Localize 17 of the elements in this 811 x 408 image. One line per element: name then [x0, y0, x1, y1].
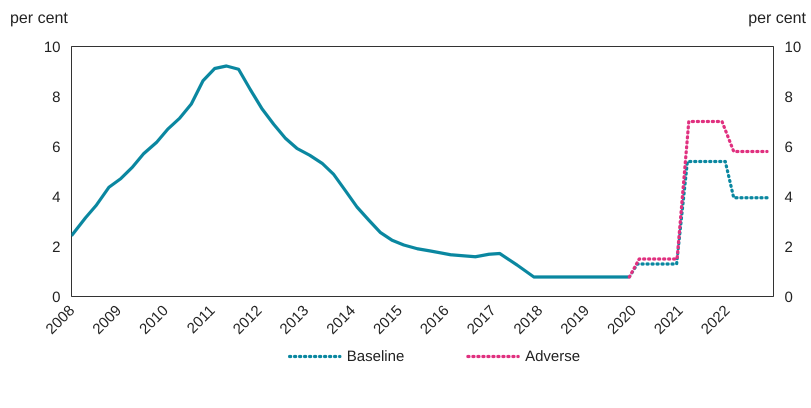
y2-tick-label: 4 — [784, 189, 793, 206]
y2-axis-title: per cent — [748, 9, 806, 29]
y-tick-label: 6 — [52, 139, 60, 156]
legend-label: Adverse — [525, 348, 580, 365]
y-tick-label: 8 — [52, 89, 60, 106]
y-tick-label: 4 — [52, 189, 60, 206]
y2-tick-label: 10 — [784, 39, 802, 56]
y2-tick-label: 6 — [784, 139, 793, 156]
y-tick-label: 10 — [44, 39, 61, 56]
y2-tick-label: 2 — [784, 239, 793, 256]
line-series — [628, 120, 769, 279]
y-axis-title: per cent — [10, 9, 68, 29]
y2-tick-label: 8 — [784, 89, 793, 106]
legend-label: Baseline — [346, 348, 404, 365]
y-tick-label: 0 — [52, 289, 60, 306]
y-tick-label: 2 — [52, 239, 60, 256]
y2-tick-label: 0 — [784, 289, 793, 306]
